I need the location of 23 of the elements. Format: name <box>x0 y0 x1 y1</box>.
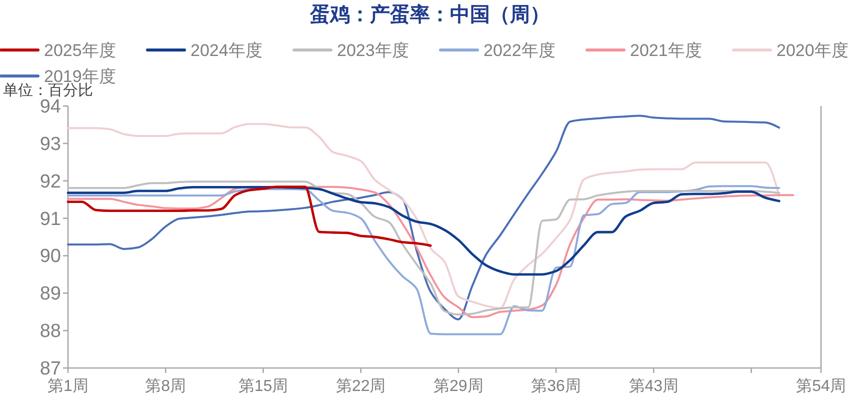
x-tick-label: 第29周 <box>434 378 484 395</box>
x-tick-label: 第43周 <box>628 378 679 395</box>
legend-label: 2022年度 <box>484 41 556 60</box>
chart-title: 蛋鸡：产蛋率：中国（周） <box>309 2 550 26</box>
y-tick-label: 88 <box>40 321 61 342</box>
y-tick-label: 92 <box>40 171 61 192</box>
legend-label: 2021年度 <box>630 41 702 60</box>
x-tick-label: 第22周 <box>336 378 386 395</box>
legend-label: 2025年度 <box>44 41 116 60</box>
y-tick-label: 91 <box>40 208 61 230</box>
x-tick-label: 第8周 <box>145 378 186 395</box>
x-tick-label: 第36周 <box>531 378 581 395</box>
x-tick-label: 第54周 <box>796 378 846 395</box>
legend-label: 2020年度 <box>776 41 848 60</box>
x-tick-label: 第15周 <box>238 378 288 395</box>
y-tick-label: 94 <box>40 96 62 118</box>
legend-label: 2024年度 <box>190 41 262 60</box>
legend-label: 2023年度 <box>337 41 409 60</box>
y-tick-label: 90 <box>40 246 61 268</box>
x-tick-label: 第1周 <box>48 378 88 395</box>
y-tick-label: 87 <box>40 358 61 380</box>
y-tick-label: 93 <box>40 134 61 155</box>
y-tick-label: 89 <box>40 284 61 305</box>
